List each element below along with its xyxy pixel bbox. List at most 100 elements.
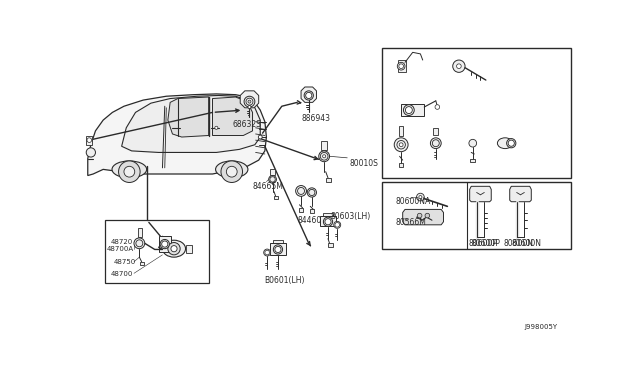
Ellipse shape (216, 161, 248, 178)
Polygon shape (212, 97, 253, 135)
Text: 80566M: 80566M (396, 218, 427, 227)
Circle shape (399, 143, 403, 147)
Ellipse shape (304, 91, 314, 100)
Text: 80603(LH): 80603(LH) (330, 212, 371, 221)
Ellipse shape (273, 245, 283, 254)
Circle shape (435, 105, 440, 109)
Polygon shape (470, 186, 492, 202)
Circle shape (171, 246, 177, 252)
Circle shape (425, 213, 429, 218)
Circle shape (325, 219, 331, 225)
Text: 80600P: 80600P (471, 240, 500, 248)
Ellipse shape (323, 217, 333, 226)
Bar (399, 126, 403, 135)
Polygon shape (88, 94, 266, 176)
Circle shape (86, 148, 95, 157)
Ellipse shape (394, 138, 408, 152)
Circle shape (399, 64, 403, 68)
Ellipse shape (244, 96, 255, 107)
Polygon shape (240, 91, 259, 108)
Ellipse shape (163, 240, 186, 257)
Text: 48720: 48720 (111, 239, 133, 245)
Bar (328, 243, 333, 247)
Circle shape (248, 100, 251, 103)
Circle shape (221, 161, 243, 183)
Ellipse shape (160, 240, 170, 249)
Circle shape (270, 177, 275, 182)
Bar (398, 60, 406, 73)
Circle shape (469, 140, 477, 147)
Circle shape (227, 166, 237, 177)
Text: B0601(LH): B0601(LH) (264, 276, 305, 285)
Text: 886943: 886943 (301, 114, 330, 123)
Polygon shape (168, 97, 209, 137)
Ellipse shape (296, 186, 307, 196)
Text: 48700: 48700 (111, 271, 133, 277)
Circle shape (308, 189, 315, 196)
Polygon shape (403, 209, 444, 225)
Text: 80600NA: 80600NA (396, 197, 431, 206)
Text: J998005Y: J998005Y (524, 324, 557, 330)
Polygon shape (122, 96, 260, 153)
Ellipse shape (397, 62, 405, 70)
Ellipse shape (497, 138, 513, 148)
Bar (323, 212, 333, 217)
Circle shape (275, 246, 281, 253)
Circle shape (259, 135, 262, 139)
Bar (270, 169, 275, 175)
Circle shape (246, 98, 253, 105)
Text: 80600N: 80600N (504, 240, 534, 248)
Circle shape (136, 240, 143, 247)
Ellipse shape (507, 139, 516, 148)
Circle shape (335, 222, 340, 227)
Bar (140, 262, 144, 265)
Bar (138, 228, 141, 237)
Text: 48700A: 48700A (106, 246, 133, 252)
Circle shape (306, 92, 312, 99)
Circle shape (162, 241, 168, 247)
Bar (382, 48, 570, 178)
Circle shape (433, 140, 439, 147)
Text: 48750: 48750 (114, 259, 136, 265)
Text: 68632S: 68632S (232, 120, 261, 129)
Bar (433, 128, 438, 135)
Circle shape (298, 187, 305, 195)
Circle shape (456, 64, 461, 68)
Circle shape (87, 138, 92, 142)
Circle shape (417, 213, 422, 218)
Text: 80600N: 80600N (511, 240, 541, 248)
Bar (274, 196, 278, 199)
Bar (186, 245, 192, 253)
Circle shape (248, 106, 251, 109)
Polygon shape (509, 186, 531, 202)
Bar (321, 141, 327, 150)
Circle shape (417, 193, 424, 201)
Ellipse shape (319, 151, 330, 162)
Ellipse shape (431, 138, 441, 148)
Text: 84460: 84460 (297, 216, 321, 225)
Circle shape (215, 126, 218, 129)
Text: 80010S: 80010S (349, 158, 378, 168)
Ellipse shape (112, 161, 147, 178)
Circle shape (397, 141, 405, 149)
Bar (299, 208, 303, 212)
Bar (270, 243, 285, 255)
Circle shape (168, 243, 180, 255)
Ellipse shape (403, 105, 414, 115)
Bar (401, 104, 424, 116)
Circle shape (265, 250, 269, 255)
Text: 84665M: 84665M (253, 182, 284, 191)
Circle shape (118, 161, 140, 183)
Text: 80600P: 80600P (468, 240, 497, 248)
Bar (273, 240, 283, 245)
Bar (320, 216, 336, 226)
Circle shape (124, 166, 135, 177)
Bar (105, 220, 209, 283)
Bar (399, 163, 403, 167)
Bar (310, 209, 314, 213)
Ellipse shape (134, 238, 145, 249)
Circle shape (452, 60, 465, 73)
Circle shape (419, 196, 422, 199)
Bar (86, 135, 92, 145)
Ellipse shape (269, 176, 276, 183)
